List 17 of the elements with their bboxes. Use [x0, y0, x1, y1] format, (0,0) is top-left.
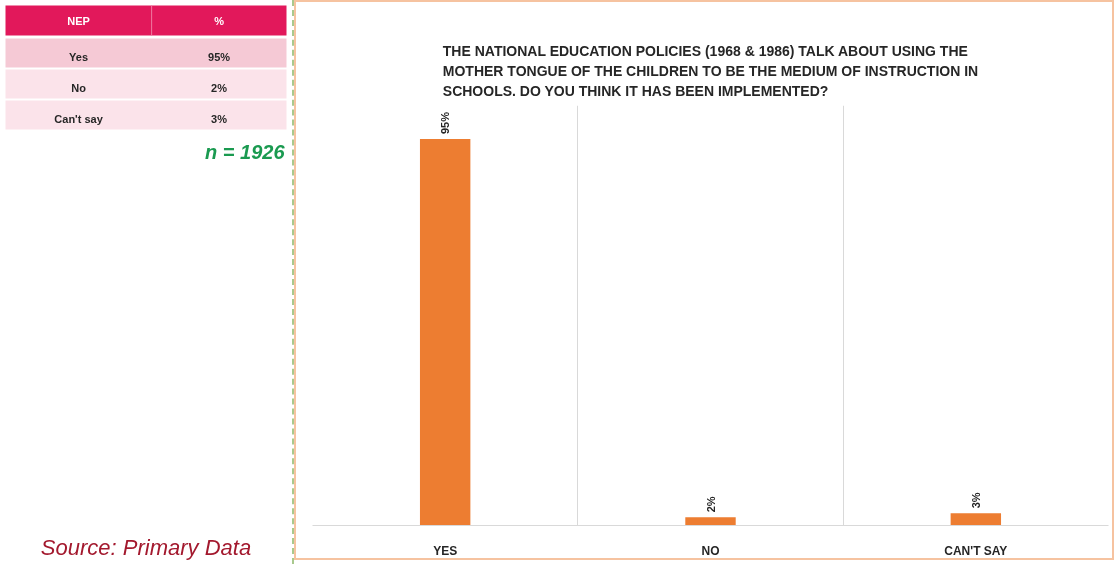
- data-label: 3%: [969, 492, 982, 509]
- x-tick-label: CAN'T SAY: [944, 543, 1008, 558]
- category-label: Yes: [69, 51, 89, 63]
- category-label: Can't say: [54, 113, 104, 125]
- x-tick-label: NO: [701, 543, 720, 558]
- source-note: Source: Primary Data: [40, 535, 252, 560]
- data-label: 2%: [211, 82, 228, 94]
- text: NEP: [67, 14, 90, 27]
- category-label: No: [71, 82, 87, 94]
- data-label: 95%: [439, 111, 452, 135]
- text: %: [214, 14, 225, 27]
- data-label: 95%: [208, 51, 231, 63]
- text: n = 1926: [205, 140, 286, 163]
- x-tick-label: YES: [433, 543, 458, 558]
- data-label: 3%: [211, 113, 228, 125]
- data-label: 2%: [704, 496, 717, 513]
- chart-title: THE NATIONAL EDUCATION POLICIES (1968 & 1986) TALK ABOUT USING THE MOTHER TONGUE OF THE CHILDREN TO BE THE MEDIUM OF INSTRUCTION IN SCHOOLS. DO YOU THINK IT HAS BEEN IMPLEMENTED?: [442, 42, 979, 99]
